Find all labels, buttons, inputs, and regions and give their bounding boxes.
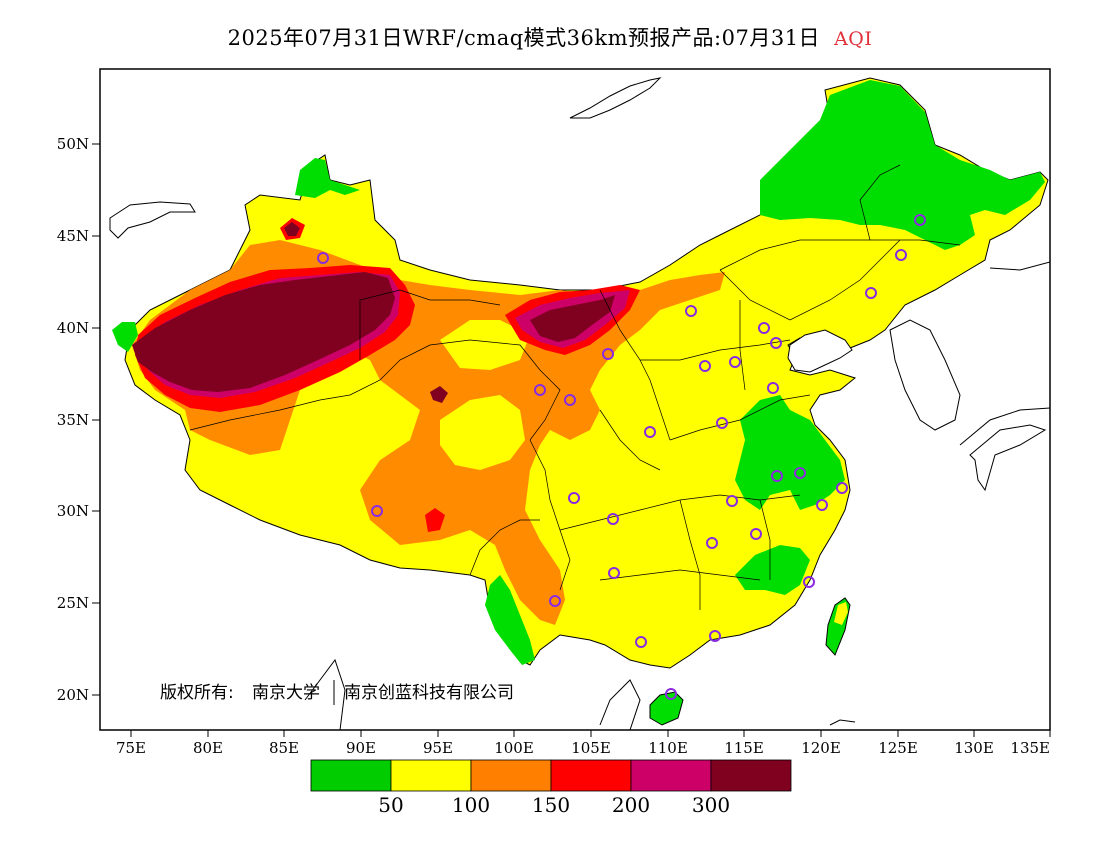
map-title: 2025年07月31日WRF/cmaq模式36km预报产品:07月31日 AQI bbox=[0, 22, 1100, 52]
province-boundaries bbox=[189, 164, 961, 610]
legend-label-200: 200 bbox=[612, 793, 650, 817]
map-title-main: 2025年07月31日WRF/cmaq模式36km预报产品:07月31日 bbox=[227, 26, 821, 50]
legend-swatch-hazardous bbox=[710, 759, 792, 792]
hazardous-region-alxa bbox=[530, 295, 615, 342]
map-frame bbox=[99, 68, 1051, 731]
lon-label-85e: 85E bbox=[269, 739, 299, 757]
copyright-org-nju: 南京大学 bbox=[252, 683, 320, 703]
legend-swatch-good bbox=[310, 759, 392, 792]
legend-label-300: 300 bbox=[692, 793, 730, 817]
lon-label-75e: 75E bbox=[116, 739, 146, 757]
green-region-east bbox=[735, 395, 845, 510]
lat-label-30n: 30N bbox=[57, 502, 89, 520]
green-region-southwest bbox=[485, 575, 535, 665]
aqi-legend: 50 100 150 200 300 bbox=[310, 759, 792, 817]
legend-label-50: 50 bbox=[378, 793, 403, 817]
green-region-northeast bbox=[760, 80, 1045, 250]
lon-label-95e: 95E bbox=[423, 739, 453, 757]
lon-label-125e: 125E bbox=[878, 739, 918, 757]
yellow-pocket-tibet bbox=[290, 390, 410, 490]
legend-swatch-very-unhealthy bbox=[630, 759, 712, 792]
lat-label-50n: 50N bbox=[57, 135, 89, 153]
map-title-variable: AQI bbox=[834, 28, 873, 50]
hazardous-region-taklamakan bbox=[132, 272, 395, 392]
lon-label-90e: 90E bbox=[346, 739, 376, 757]
green-region-west-tip bbox=[112, 322, 138, 352]
lon-label-115e: 115E bbox=[724, 739, 764, 757]
legend-label-150: 150 bbox=[532, 793, 570, 817]
map-area: 版权所有: 南京大学 南京创蓝科技有限公司 bbox=[100, 69, 1050, 730]
lat-axis: 50N 45N 40N 35N 30N 25N 20N bbox=[57, 135, 100, 704]
yellow-pocket-gansu bbox=[440, 320, 530, 370]
bohai-bay bbox=[787, 329, 853, 373]
lon-label-80e: 80E bbox=[193, 739, 223, 757]
station-markers bbox=[317, 214, 926, 700]
copyright-owner-label: 版权所有: bbox=[160, 683, 234, 703]
legend-swatch-moderate bbox=[390, 759, 472, 792]
lat-label-35n: 35N bbox=[57, 411, 89, 429]
lat-label-45n: 45N bbox=[57, 227, 89, 245]
green-region-southeast bbox=[735, 545, 810, 595]
lon-label-105e: 105E bbox=[571, 739, 611, 757]
lat-label-40n: 40N bbox=[57, 319, 89, 337]
lon-label-110e: 110E bbox=[648, 739, 688, 757]
lon-label-135e: 135E bbox=[1010, 739, 1050, 757]
hazardous-spot-qinghai bbox=[430, 386, 448, 403]
copyright-org-company: 南京创蓝科技有限公司 bbox=[344, 683, 514, 703]
lon-label-130e: 130E bbox=[954, 739, 994, 757]
lon-axis: 75E 80E 85E 90E 95E 100E 105E 110E 115E … bbox=[116, 730, 1051, 757]
yellow-pocket-qinghai bbox=[440, 395, 525, 470]
legend-label-100: 100 bbox=[452, 793, 490, 817]
green-region-hainan bbox=[649, 691, 684, 726]
yellow-taiwan-patch bbox=[834, 602, 848, 625]
lon-label-120e: 120E bbox=[801, 739, 841, 757]
lon-label-100e: 100E bbox=[494, 739, 534, 757]
red-spot-sichuan bbox=[425, 508, 445, 532]
hazardous-spot-north-xj bbox=[284, 222, 300, 236]
legend-swatch-unhealthy bbox=[550, 759, 632, 792]
legend-swatch-usg bbox=[470, 759, 552, 792]
lat-label-25n: 25N bbox=[57, 594, 89, 612]
lat-label-20n: 20N bbox=[57, 686, 89, 704]
green-region-northwest bbox=[295, 158, 360, 198]
